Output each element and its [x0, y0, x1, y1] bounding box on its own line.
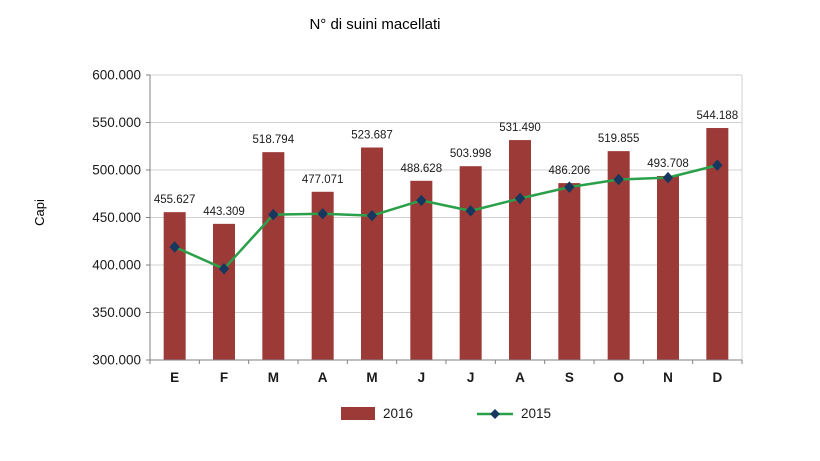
- marker-2015: [416, 194, 427, 207]
- marker-2015: [613, 173, 624, 186]
- x-category-label: A: [515, 370, 525, 385]
- marker-2015: [712, 159, 723, 171]
- bar-value-label: 477.071: [302, 174, 344, 186]
- marker-2015: [218, 263, 230, 275]
- x-category-label: O: [613, 370, 624, 385]
- bar-2016: [607, 151, 630, 360]
- x-category-label: M: [366, 370, 377, 385]
- legend-label-2016: 2016: [382, 406, 413, 421]
- x-category-label: J: [418, 370, 426, 385]
- marker-2015: [366, 209, 378, 222]
- legend-item-2016: 2016: [340, 406, 413, 421]
- legend-label-2015: 2015: [521, 406, 552, 421]
- x-category-label: M: [268, 370, 279, 385]
- chart-title: N° di suini macellati: [309, 16, 441, 33]
- bar-2016: [213, 223, 235, 360]
- marker-2015: [317, 207, 328, 220]
- x-category-label: N: [663, 370, 673, 385]
- marker-2015: [465, 205, 476, 217]
- legend: 2016 2015: [150, 406, 742, 421]
- bar-2016: [410, 180, 433, 360]
- x-category-label: F: [220, 370, 228, 385]
- marker-2015: [268, 208, 279, 221]
- bar-value-label: 443.309: [203, 206, 245, 218]
- bar-2016: [657, 175, 679, 360]
- bar-2016: [262, 152, 285, 360]
- bar-2016: [361, 147, 383, 360]
- bar-value-label: 503.998: [450, 148, 492, 160]
- bar-value-label: 519.855: [598, 133, 640, 145]
- x-category-label: S: [565, 370, 574, 385]
- x-category-label: D: [712, 370, 722, 385]
- bar-2016: [509, 140, 531, 360]
- y-tick-label: 450.000: [92, 210, 141, 225]
- marker-2015: [169, 241, 180, 253]
- legend-item-2015: 2015: [477, 406, 551, 421]
- y-tick-label: 300.000: [92, 353, 141, 368]
- bar-2016: [163, 212, 186, 360]
- bar-2016: [558, 183, 581, 360]
- bar-value-label: 486.206: [549, 165, 591, 177]
- legend-swatch-2015: [477, 407, 513, 421]
- y-tick-label: 550.000: [92, 115, 141, 130]
- bar-value-label: 531.490: [499, 122, 541, 134]
- marker-2015: [564, 181, 575, 193]
- y-tick-label: 350.000: [92, 305, 141, 320]
- bar-value-label: 455.627: [154, 194, 196, 206]
- bar-value-label: 518.794: [253, 134, 295, 146]
- marker-2015: [662, 171, 674, 184]
- legend-diamond-2015-icon: [490, 408, 500, 419]
- line-2015: [174, 164, 718, 271]
- bar-2016: [706, 128, 729, 360]
- bar-value-label: 544.188: [697, 110, 739, 122]
- y-tick-label: 500.000: [92, 163, 141, 178]
- bar-value-label: 488.628: [401, 163, 443, 175]
- bar-value-label: 523.687: [351, 129, 393, 141]
- x-category-label: A: [318, 370, 328, 385]
- y-tick-label: 400.000: [92, 258, 141, 273]
- bar-value-label: 493.708: [647, 158, 689, 170]
- x-category-label: J: [467, 370, 475, 385]
- y-tick-label: 600.000: [92, 68, 141, 83]
- bar-2016: [311, 191, 334, 360]
- legend-swatch-2016: [340, 407, 375, 420]
- bar-2016: [459, 166, 482, 360]
- x-category-label: E: [170, 370, 179, 385]
- marker-2015: [514, 192, 526, 205]
